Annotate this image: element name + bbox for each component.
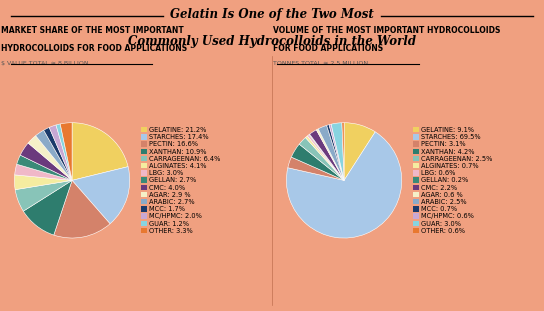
Wedge shape	[49, 125, 72, 180]
Wedge shape	[292, 144, 344, 180]
Legend: GELATINE: 9.1%, STARCHES: 69.5%, PECTIN: 3.1%, XANTHAN: 4.2%, CARRAGEENAN: 2.5%,: GELATINE: 9.1%, STARCHES: 69.5%, PECTIN:…	[413, 127, 493, 234]
Wedge shape	[344, 123, 375, 180]
Wedge shape	[331, 123, 344, 180]
Wedge shape	[288, 157, 344, 180]
Wedge shape	[329, 124, 344, 180]
Text: TONNES TOTAL ≈ 2.5 MILLION: TONNES TOTAL ≈ 2.5 MILLION	[273, 61, 368, 66]
Wedge shape	[287, 132, 401, 238]
Wedge shape	[342, 123, 344, 180]
Wedge shape	[72, 167, 129, 224]
Text: $ VALUE TOTAL ≈ 8 BILLION: $ VALUE TOTAL ≈ 8 BILLION	[1, 61, 89, 66]
Wedge shape	[326, 125, 344, 180]
Wedge shape	[36, 130, 72, 180]
Wedge shape	[305, 136, 344, 180]
Text: MARKET SHARE OF THE MOST IMPORTANT: MARKET SHARE OF THE MOST IMPORTANT	[1, 26, 184, 35]
Wedge shape	[17, 155, 72, 180]
Wedge shape	[15, 180, 72, 211]
Wedge shape	[316, 129, 344, 180]
Legend: GELATINE: 21.2%, STARCHES: 17.4%, PECTIN: 16.6%, XANTHAN: 10.9%, CARRAGEENAN: 6.: GELATINE: 21.2%, STARCHES: 17.4%, PECTIN…	[141, 127, 221, 234]
Wedge shape	[72, 123, 128, 180]
Wedge shape	[309, 134, 344, 180]
Wedge shape	[20, 143, 72, 180]
Wedge shape	[299, 137, 344, 180]
Wedge shape	[318, 125, 344, 180]
Wedge shape	[56, 124, 72, 180]
Wedge shape	[60, 123, 72, 180]
Text: Commonly Used Hydrocolloids in the World: Commonly Used Hydrocolloids in the World	[128, 35, 416, 48]
Text: VOLUME OF THE MOST IMPORTANT HYDROCOLLOIDS: VOLUME OF THE MOST IMPORTANT HYDROCOLLOI…	[273, 26, 500, 35]
Wedge shape	[310, 130, 344, 180]
Wedge shape	[28, 136, 72, 180]
Wedge shape	[44, 128, 72, 180]
Wedge shape	[307, 135, 344, 180]
Text: FOR FOOD APPLICATIONS: FOR FOOD APPLICATIONS	[273, 44, 383, 53]
Wedge shape	[54, 180, 110, 238]
Text: HYDROCOLLOIDS FOR FOOD APPLICATIONS: HYDROCOLLOIDS FOR FOOD APPLICATIONS	[1, 44, 187, 53]
Wedge shape	[15, 175, 72, 190]
Wedge shape	[15, 164, 72, 180]
Wedge shape	[23, 180, 72, 235]
Text: Gelatin Is One of the Two Most: Gelatin Is One of the Two Most	[170, 8, 374, 21]
